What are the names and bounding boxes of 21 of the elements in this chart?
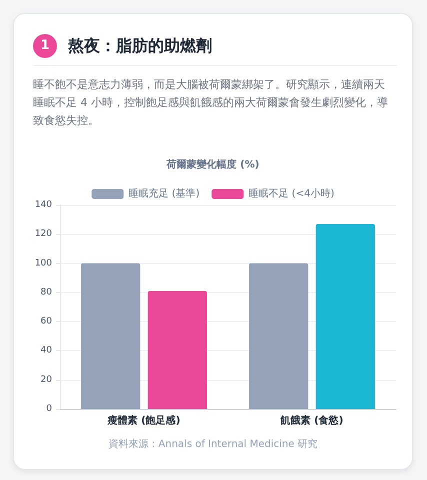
bar (316, 224, 375, 409)
y-tick-label: 40 (40, 346, 52, 356)
y-tick-label: 120 (34, 229, 52, 240)
bar (249, 263, 308, 409)
x-tick-label: 飢餓素 (食慾) (280, 414, 344, 426)
legend-label: 睡眠充足 (基準) (128, 188, 200, 200)
chart-subtitle: 睡不飽不是意志力薄弱，而是大腦被荷爾蒙綁架了。研究顯示，連續兩天睡眠不足 4 小時，控制飽足感與飢餓感的兩大荷爾蒙會發生劇烈變化，導致食慾失控。 (33, 77, 389, 129)
number-badge: 1 (33, 34, 57, 58)
text: 荷爾蒙變化幅度 (%) (166, 158, 260, 170)
y-tick-label: 60 (40, 316, 52, 327)
y-tick-label: 0 (46, 404, 52, 414)
y-tick-label: 100 (34, 258, 52, 268)
chart-title: 熬夜：脂肪的助燃劑 (68, 35, 212, 57)
y-tick-label: 140 (34, 200, 52, 210)
y-tick-label: 80 (40, 287, 52, 298)
legend-label: 睡眠不足 (<4小時) (248, 188, 334, 200)
source-note: 資料來源：Annals of Internal Medicine 研究 (107, 438, 319, 451)
x-tick-label: 瘦體素 (飽足感) (106, 414, 180, 426)
y-tick-label: 20 (40, 374, 52, 385)
bar (81, 263, 140, 409)
bar (148, 290, 207, 409)
